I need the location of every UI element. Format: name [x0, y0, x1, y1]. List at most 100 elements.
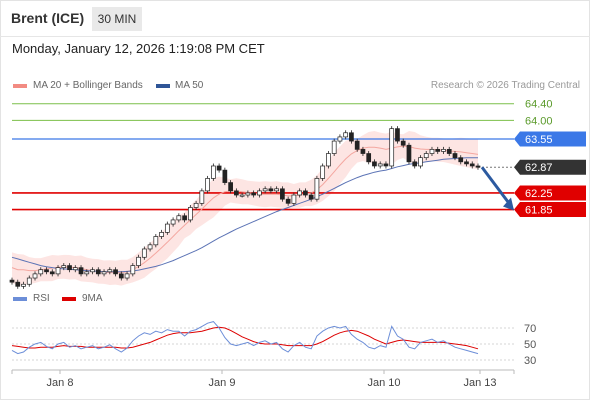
candle: [331, 140, 337, 154]
x-tick-label: Jan 13: [463, 377, 496, 389]
candle: [280, 188, 285, 200]
candle: [366, 153, 372, 163]
candle: [400, 140, 406, 146]
candle: [429, 149, 435, 154]
candle: [377, 163, 383, 167]
candle: [268, 188, 274, 192]
candle: [452, 153, 458, 159]
candle: [245, 192, 251, 196]
candle: [107, 269, 113, 273]
candle: [9, 279, 15, 283]
candle: [78, 267, 84, 275]
candle: [101, 271, 107, 275]
candle: [285, 198, 291, 204]
bollinger-legend-label: MA 20 + Bollinger Bands: [33, 80, 143, 91]
candle: [418, 157, 423, 167]
candle: [297, 190, 303, 196]
x-tick-label: Jan 8: [47, 377, 74, 389]
candle: [262, 188, 268, 192]
candle: [44, 269, 49, 273]
candle: [257, 190, 262, 196]
candle: [222, 169, 228, 183]
ma50-legend-swatch: [156, 84, 170, 88]
candle: [130, 265, 136, 275]
rsi-tick-label: 70: [524, 323, 536, 335]
candle: [406, 144, 412, 163]
datetime-label: Monday, January 12, 2026 1:19:08 PM CET: [12, 41, 265, 56]
level-badge-5: [514, 202, 586, 218]
candle: [354, 140, 360, 150]
timeframe-button[interactable]: 30 MIN: [92, 7, 142, 31]
bollinger-legend-swatch: [13, 84, 27, 88]
credit-label: Research © 2026 Trading Central: [430, 80, 580, 91]
candle: [118, 273, 124, 279]
ma20-line: [11, 145, 479, 274]
candle: [308, 194, 314, 200]
candle: [360, 149, 366, 154]
candle: [475, 165, 481, 168]
candle: [216, 165, 222, 171]
candle: [124, 273, 130, 279]
rsi-ma-legend-label: 9MA: [82, 293, 103, 304]
candle: [239, 194, 245, 197]
candle: [314, 178, 320, 200]
level-label-2: 63.55: [525, 134, 553, 146]
rsi-legend-swatch: [13, 297, 27, 301]
candle: [234, 190, 239, 196]
candle: [84, 271, 90, 275]
ma50-legend-label: MA 50: [175, 80, 204, 91]
candle: [15, 281, 21, 287]
x-tick-label: Jan 10: [367, 377, 400, 389]
candle: [423, 153, 429, 159]
candle: [199, 190, 205, 204]
candle: [464, 161, 469, 165]
rsi-ma-legend-swatch: [62, 297, 76, 301]
candle: [90, 269, 95, 273]
candle: [228, 182, 233, 192]
candle: [72, 267, 78, 271]
candle: [349, 132, 354, 142]
candle: [389, 128, 395, 167]
candle: [205, 178, 210, 192]
candle: [147, 244, 153, 250]
candle: [303, 190, 308, 196]
candle: [435, 149, 441, 152]
candle: [211, 165, 216, 179]
candle: [141, 248, 147, 258]
candle: [164, 223, 170, 233]
candle: [383, 163, 389, 167]
candle: [38, 269, 44, 275]
candle: [95, 269, 101, 275]
candle: [372, 161, 377, 167]
candle: [320, 165, 326, 179]
candle: [187, 207, 193, 221]
rsi-legend-label: RSI: [33, 293, 50, 304]
candle: [446, 149, 452, 154]
header-divider: [0, 36, 590, 37]
rsi-ma-line: [11, 326, 479, 350]
candle: [441, 149, 446, 152]
x-tick-label: Jan 9: [209, 377, 236, 389]
candle: [67, 265, 72, 271]
level-badge-4: [514, 185, 586, 201]
candle: [153, 236, 159, 246]
candle: [26, 277, 32, 285]
candle: [469, 163, 475, 167]
candle: [193, 202, 199, 208]
level-label-1: 64.00: [525, 115, 553, 127]
candle: [337, 136, 343, 142]
ma50-line: [11, 157, 478, 273]
candle: [49, 271, 55, 275]
level-label-0: 64.40: [525, 99, 553, 111]
projection-arrow: [480, 166, 512, 206]
candle: [176, 215, 182, 221]
rsi-line: [11, 321, 479, 355]
candle: [412, 161, 418, 167]
candle: [159, 232, 164, 237]
rsi-tick-label: 50: [524, 339, 536, 351]
candle: [21, 283, 26, 287]
candle: [343, 132, 349, 138]
candle: [395, 128, 400, 142]
instrument-title: Brent (ICE): [11, 10, 85, 26]
